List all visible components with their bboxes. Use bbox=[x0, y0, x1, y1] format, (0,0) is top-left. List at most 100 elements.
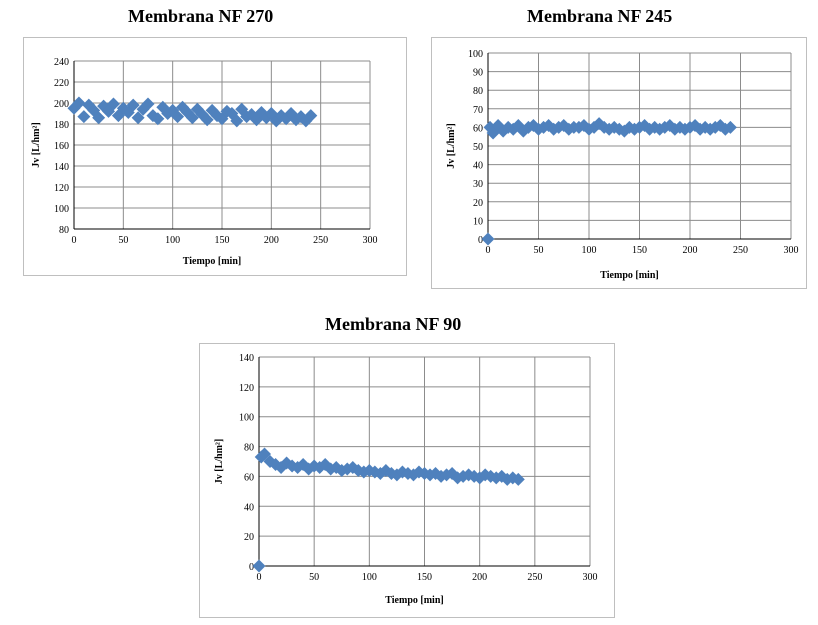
data-point bbox=[462, 468, 476, 482]
y-tick-label: 120 bbox=[239, 383, 254, 394]
chart-panel-nf90: 0 20 40 60 80 100 120 140 0 50 100 150 200 250 300 Tiem… bbox=[199, 343, 615, 618]
data-point bbox=[627, 122, 641, 136]
data-point bbox=[285, 459, 299, 473]
y-tick-label: 220 bbox=[54, 78, 69, 89]
y-tick-label: 40 bbox=[473, 161, 483, 172]
x-axis-label: Tiempo [min] bbox=[600, 270, 658, 281]
y-tick-label: 100 bbox=[239, 413, 254, 424]
y-tick-label: 200 bbox=[54, 99, 69, 110]
data-point bbox=[506, 471, 520, 485]
chart-nf270-svg: 80 100 120 140 160 180 200 220 240 0 50 100 150 200 25… bbox=[31, 57, 378, 267]
data-point bbox=[653, 122, 667, 136]
data-point bbox=[478, 468, 492, 482]
data-point bbox=[473, 471, 487, 485]
y-axis-label: Jv [L/hm²] bbox=[446, 123, 457, 169]
data-point bbox=[318, 457, 332, 471]
data-point bbox=[116, 101, 130, 115]
data-point bbox=[77, 110, 91, 124]
data-point bbox=[521, 120, 535, 134]
data-point bbox=[418, 466, 431, 480]
data-point bbox=[451, 471, 465, 485]
x-tick-label: 100 bbox=[582, 245, 597, 256]
data-point bbox=[547, 122, 561, 136]
data-point bbox=[412, 465, 426, 479]
chart-nf90-svg: 0 20 40 60 80 100 120 140 0 50 100 150 200 250 300 Tiem… bbox=[214, 353, 598, 606]
x-tick-label: 200 bbox=[264, 235, 279, 246]
y-tick-label: 80 bbox=[244, 443, 254, 454]
data-point bbox=[467, 469, 481, 483]
data-point bbox=[713, 119, 727, 133]
data-point bbox=[688, 119, 702, 133]
data-point bbox=[673, 120, 687, 134]
data-point bbox=[151, 112, 165, 126]
data-point bbox=[401, 466, 415, 480]
y-axis-label: Jv [L/hm²] bbox=[214, 439, 225, 485]
y-tick-label: 50 bbox=[473, 142, 483, 153]
y-tick-label: 80 bbox=[473, 86, 483, 97]
chart-title-nf90: Membrana NF 90 bbox=[325, 314, 462, 334]
data-point bbox=[368, 465, 382, 479]
data-point bbox=[572, 120, 586, 134]
x-tick-label: 0 bbox=[486, 245, 491, 256]
x-tick-label: 150 bbox=[632, 245, 647, 256]
data-point bbox=[171, 110, 185, 124]
data-point bbox=[526, 119, 540, 133]
data-point bbox=[648, 120, 662, 134]
chart-title-nf270: Membrana NF 270 bbox=[128, 6, 274, 26]
y-tick-label: 120 bbox=[54, 183, 69, 194]
data-point bbox=[254, 105, 268, 119]
x-tick-label: 100 bbox=[165, 235, 180, 246]
x-tick-label: 50 bbox=[534, 245, 544, 256]
y-tick-label: 70 bbox=[473, 105, 483, 116]
y-tick-label: 180 bbox=[54, 120, 69, 131]
data-point bbox=[313, 460, 327, 474]
y-tick-label: 40 bbox=[244, 502, 254, 513]
data-point bbox=[481, 232, 495, 246]
y-tick-label: 90 bbox=[473, 68, 483, 79]
y-tick-label: 160 bbox=[54, 141, 69, 152]
data-point bbox=[489, 471, 503, 485]
data-point bbox=[395, 465, 409, 479]
data-point bbox=[495, 469, 509, 483]
y-tick-label: 60 bbox=[244, 472, 254, 483]
chart-panel-nf270: 80 100 120 140 160 180 200 220 240 0 50 100 150 200 25… bbox=[23, 37, 407, 276]
data-point bbox=[723, 120, 737, 134]
x-tick-label: 250 bbox=[733, 245, 748, 256]
data-point bbox=[92, 111, 106, 125]
data-point bbox=[72, 96, 86, 110]
data-point bbox=[445, 466, 459, 480]
data-point bbox=[484, 469, 498, 483]
chart-nf245-svg: 0 10 20 30 40 50 60 70 80 90 100 0 50 100 150 200 250 300… bbox=[446, 49, 799, 281]
data-point bbox=[379, 463, 393, 477]
data-point bbox=[698, 120, 712, 134]
x-tick-label: 250 bbox=[527, 572, 542, 583]
data-point bbox=[230, 114, 244, 128]
x-tick-label: 50 bbox=[309, 572, 319, 583]
y-tick-label: 100 bbox=[468, 49, 483, 60]
y-tick-label: 140 bbox=[239, 353, 254, 364]
x-tick-label: 0 bbox=[72, 235, 77, 246]
x-tick-label: 150 bbox=[215, 235, 230, 246]
x-tick-label: 0 bbox=[257, 572, 262, 583]
data-point bbox=[552, 120, 566, 134]
y-tick-label: 240 bbox=[54, 57, 69, 68]
y-tick-label: 20 bbox=[473, 198, 483, 209]
chart-title-nf245: Membrana NF 245 bbox=[527, 6, 673, 26]
data-point bbox=[324, 462, 338, 476]
data-point bbox=[141, 97, 155, 111]
y-tick-label: 60 bbox=[473, 123, 483, 134]
y-tick-label: 100 bbox=[54, 204, 69, 215]
chart-panel-nf245: 0 10 20 30 40 50 60 70 80 90 100 0 50 100 150 200 250 300… bbox=[431, 37, 807, 289]
y-tick-label: 0 bbox=[249, 562, 254, 573]
y-tick-label: 80 bbox=[59, 225, 69, 236]
y-tick-label: 10 bbox=[473, 216, 483, 227]
x-axis-label: Tiempo [min] bbox=[385, 595, 443, 606]
data-point bbox=[511, 472, 525, 486]
data-point bbox=[126, 98, 140, 112]
data-point bbox=[577, 119, 591, 133]
data-point bbox=[200, 113, 214, 127]
y-tick-label: 0 bbox=[478, 235, 483, 246]
x-tick-label: 200 bbox=[472, 572, 487, 583]
y-axis-label: Jv [L/hm²] bbox=[31, 122, 42, 168]
data-point bbox=[185, 111, 199, 125]
